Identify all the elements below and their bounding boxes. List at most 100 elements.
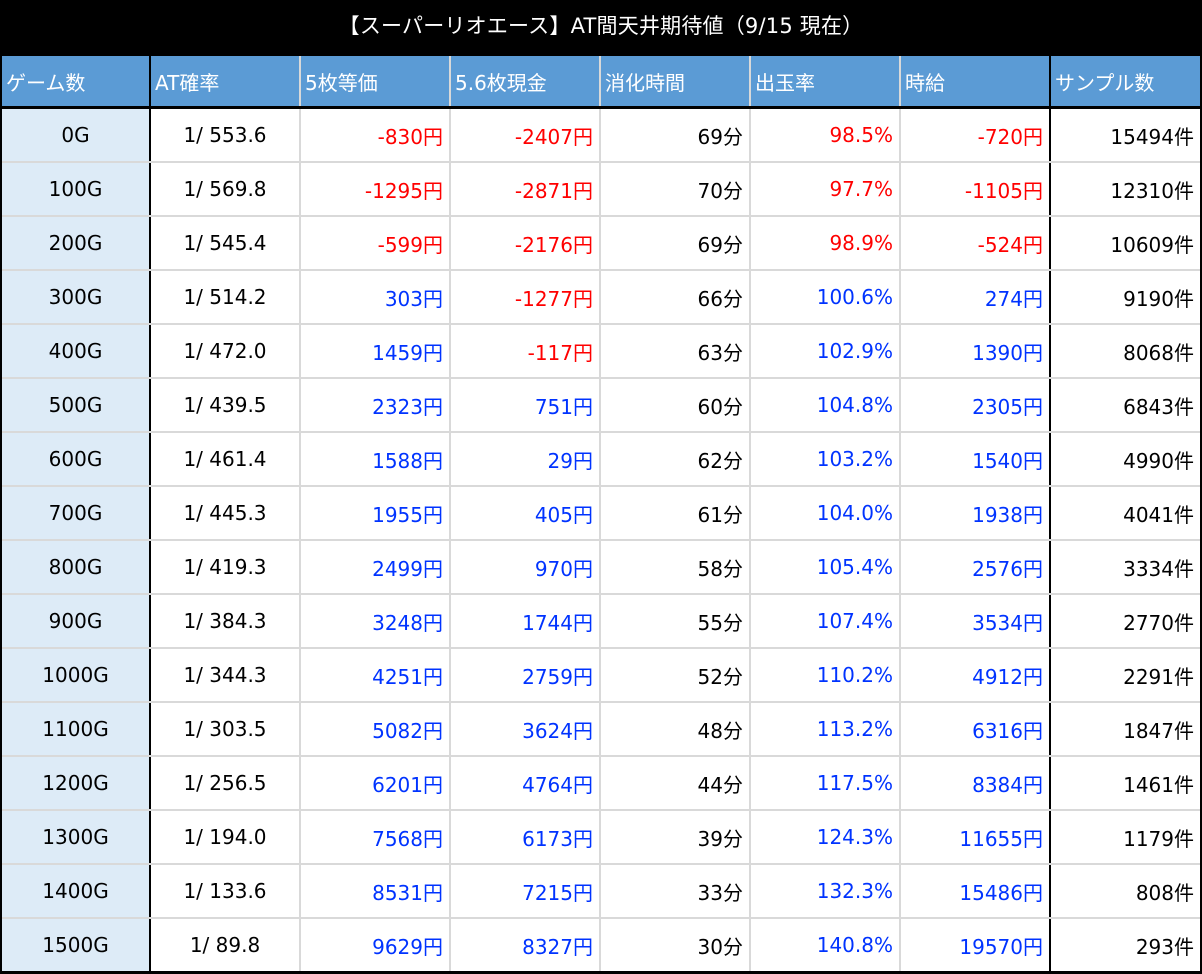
- five-six-cash-cell: 8327円: [449, 917, 601, 973]
- play-time-cell: 70分: [599, 161, 751, 217]
- play-time-cell: 66分: [599, 269, 751, 325]
- game-count-cell: 800G: [2, 539, 151, 595]
- five-equivalent-cell: 6201円: [299, 755, 451, 811]
- game-count-cell: 600G: [2, 431, 151, 487]
- table-row: 400G 1/ 472.0 1459円 -117円 63分 102.9% 1390円 8068…: [2, 323, 1200, 379]
- at-probability-cell: 1/ 89.8: [149, 917, 301, 973]
- at-probability-cell: 1/ 256.5: [149, 755, 301, 811]
- at-probability-cell: 1/ 445.3: [149, 485, 301, 541]
- header-5-6-cash: 5.6枚現金: [449, 56, 601, 109]
- hourly-wage-cell: 8384円: [899, 755, 1051, 811]
- payout-rate-cell: 107.4%: [749, 593, 901, 649]
- table-row: 1300G 1/ 194.0 7568円 6173円 39分 124.3% 11655円 11…: [2, 809, 1200, 865]
- five-equivalent-cell: 2323円: [299, 377, 451, 433]
- at-probability-cell: 1/ 514.2: [149, 269, 301, 325]
- sample-count-cell: 4041件: [1049, 485, 1200, 541]
- header-5-equivalent: 5枚等価: [299, 56, 451, 109]
- play-time-cell: 33分: [599, 863, 751, 919]
- at-probability-cell: 1/ 419.3: [149, 539, 301, 595]
- payout-rate-cell: 100.6%: [749, 269, 901, 325]
- table-row: 800G 1/ 419.3 2499円 970円 58分 105.4% 2576円 3334件: [2, 539, 1200, 595]
- game-count-cell: 100G: [2, 161, 151, 217]
- five-six-cash-cell: 3624円: [449, 701, 601, 757]
- table-row: 1200G 1/ 256.5 6201円 4764円 44分 117.5% 8384円 146…: [2, 755, 1200, 811]
- five-equivalent-cell: 9629円: [299, 917, 451, 973]
- payout-rate-cell: 98.5%: [749, 106, 901, 163]
- five-six-cash-cell: -2407円: [449, 106, 601, 163]
- payout-rate-cell: 124.3%: [749, 809, 901, 865]
- five-six-cash-cell: -2176円: [449, 215, 601, 271]
- game-count-cell: 0G: [2, 106, 151, 163]
- header-play-time: 消化時間: [599, 56, 751, 109]
- five-six-cash-cell: -2871円: [449, 161, 601, 217]
- game-count-cell: 200G: [2, 215, 151, 271]
- hourly-wage-cell: 1390円: [899, 323, 1051, 379]
- game-count-cell: 400G: [2, 323, 151, 379]
- game-count-cell: 1400G: [2, 863, 151, 919]
- game-count-cell: 1000G: [2, 647, 151, 703]
- hourly-wage-cell: 1540円: [899, 431, 1051, 487]
- game-count-cell: 1500G: [2, 917, 151, 973]
- five-six-cash-cell: 1744円: [449, 593, 601, 649]
- table-row: 900G 1/ 384.3 3248円 1744円 55分 107.4% 3534円 2770…: [2, 593, 1200, 649]
- five-six-cash-cell: -117円: [449, 323, 601, 379]
- hourly-wage-cell: 6316円: [899, 701, 1051, 757]
- sample-count-cell: 1847件: [1049, 701, 1200, 757]
- sample-count-cell: 2291件: [1049, 647, 1200, 703]
- payout-rate-cell: 98.9%: [749, 215, 901, 271]
- payout-rate-cell: 102.9%: [749, 323, 901, 379]
- sample-count-cell: 1179件: [1049, 809, 1200, 865]
- five-equivalent-cell: 4251円: [299, 647, 451, 703]
- hourly-wage-cell: 4912円: [899, 647, 1051, 703]
- at-probability-cell: 1/ 461.4: [149, 431, 301, 487]
- at-probability-cell: 1/ 553.6: [149, 106, 301, 163]
- hourly-wage-cell: 15486円: [899, 863, 1051, 919]
- at-probability-cell: 1/ 569.8: [149, 161, 301, 217]
- sample-count-cell: 8068件: [1049, 323, 1200, 379]
- game-count-cell: 700G: [2, 485, 151, 541]
- payout-rate-cell: 113.2%: [749, 701, 901, 757]
- five-equivalent-cell: 1459円: [299, 323, 451, 379]
- header-row: ゲーム数 AT確率 5枚等価 5.6枚現金 消化時間 出玉率 時給 サンプル数: [2, 56, 1200, 109]
- hourly-wage-cell: 19570円: [899, 917, 1051, 973]
- five-equivalent-cell: -1295円: [299, 161, 451, 217]
- five-six-cash-cell: 2759円: [449, 647, 601, 703]
- game-count-cell: 1100G: [2, 701, 151, 757]
- five-equivalent-cell: 5082円: [299, 701, 451, 757]
- page-title: 【スーパーリオエース】AT間天井期待値（9/15 現在）: [338, 14, 864, 38]
- sample-count-cell: 10609件: [1049, 215, 1200, 271]
- sample-count-cell: 9190件: [1049, 269, 1200, 325]
- payout-rate-cell: 110.2%: [749, 647, 901, 703]
- payout-rate-cell: 117.5%: [749, 755, 901, 811]
- sample-count-cell: 1461件: [1049, 755, 1200, 811]
- payout-rate-cell: 97.7%: [749, 161, 901, 217]
- play-time-cell: 58分: [599, 539, 751, 595]
- at-probability-cell: 1/ 133.6: [149, 863, 301, 919]
- sample-count-cell: 2770件: [1049, 593, 1200, 649]
- hourly-wage-cell: 3534円: [899, 593, 1051, 649]
- hourly-wage-cell: 1938円: [899, 485, 1051, 541]
- game-count-cell: 300G: [2, 269, 151, 325]
- table-row: 200G 1/ 545.4 -599円 -2176円 69分 98.9% -524円 1060…: [2, 215, 1200, 271]
- at-probability-cell: 1/ 472.0: [149, 323, 301, 379]
- payout-rate-cell: 105.4%: [749, 539, 901, 595]
- play-time-cell: 52分: [599, 647, 751, 703]
- hourly-wage-cell: 2305円: [899, 377, 1051, 433]
- five-equivalent-cell: 303円: [299, 269, 451, 325]
- expected-value-table: ゲーム数 AT確率 5枚等価 5.6枚現金 消化時間 出玉率 時給 サンプル数 …: [2, 56, 1200, 973]
- five-equivalent-cell: 1955円: [299, 485, 451, 541]
- play-time-cell: 60分: [599, 377, 751, 433]
- five-equivalent-cell: 8531円: [299, 863, 451, 919]
- play-time-cell: 30分: [599, 917, 751, 973]
- at-probability-cell: 1/ 439.5: [149, 377, 301, 433]
- five-equivalent-cell: 2499円: [299, 539, 451, 595]
- play-time-cell: 48分: [599, 701, 751, 757]
- hourly-wage-cell: -720円: [899, 106, 1051, 163]
- five-six-cash-cell: 29円: [449, 431, 601, 487]
- payout-rate-cell: 103.2%: [749, 431, 901, 487]
- hourly-wage-cell: 2576円: [899, 539, 1051, 595]
- five-six-cash-cell: 405円: [449, 485, 601, 541]
- table-row: 1000G 1/ 344.3 4251円 2759円 52分 110.2% 4912円 229…: [2, 647, 1200, 703]
- game-count-cell: 900G: [2, 593, 151, 649]
